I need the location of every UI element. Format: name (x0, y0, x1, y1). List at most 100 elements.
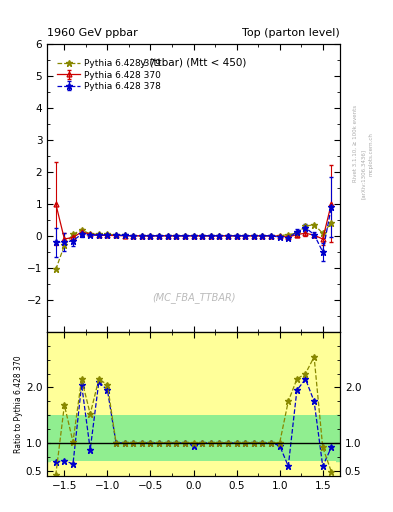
Bar (292, 388, 301, 471)
Bar (318, 388, 327, 471)
Y-axis label: Ratio to Pythia 6.428 370: Ratio to Pythia 6.428 370 (14, 355, 23, 453)
Bar (250, 415, 258, 461)
Bar (112, 415, 120, 461)
Bar (120, 388, 129, 471)
Bar (327, 415, 336, 461)
Bar (250, 388, 258, 471)
Bar (310, 388, 318, 471)
Bar (51, 388, 60, 471)
Pythia 6.428 379 (165, 233, 170, 239)
Bar (146, 415, 155, 461)
Bar (241, 388, 250, 471)
Pythia 6.428 379 (140, 233, 144, 239)
Text: mcplots.cern.ch: mcplots.cern.ch (369, 132, 374, 176)
Pythia 6.428 379 (294, 230, 299, 237)
Pythia 6.428 379 (200, 233, 204, 239)
Bar (275, 415, 284, 461)
Line: Pythia 6.428 379: Pythia 6.428 379 (53, 220, 334, 272)
Bar (258, 415, 267, 461)
Bar (103, 415, 112, 461)
Bar (95, 415, 103, 461)
Bar (47, 415, 340, 461)
Bar (103, 388, 112, 471)
Bar (198, 388, 206, 471)
Pythia 6.428 379 (191, 233, 196, 239)
Pythia 6.428 379 (148, 233, 153, 239)
Text: Top (parton level): Top (parton level) (242, 28, 340, 38)
Bar (138, 388, 146, 471)
Bar (275, 388, 284, 471)
Bar (146, 388, 155, 471)
Bar (77, 388, 86, 471)
Bar (284, 388, 292, 471)
Pythia 6.428 379 (174, 233, 179, 239)
Bar (163, 415, 172, 461)
Bar (60, 388, 69, 471)
Bar (86, 415, 95, 461)
Bar (301, 415, 310, 461)
Pythia 6.428 379 (243, 233, 248, 239)
Bar (206, 415, 215, 461)
Bar (267, 415, 275, 461)
Bar (232, 415, 241, 461)
Bar (77, 415, 86, 461)
Pythia 6.428 379 (62, 242, 67, 248)
Bar (86, 388, 95, 471)
Bar (232, 388, 241, 471)
Bar (318, 415, 327, 461)
Bar (181, 388, 189, 471)
Pythia 6.428 379 (320, 230, 325, 237)
Bar (120, 415, 129, 461)
Bar (172, 388, 181, 471)
Legend: Pythia 6.428 379, Pythia 6.428 370, Pythia 6.428 378: Pythia 6.428 379, Pythia 6.428 370, Pyth… (55, 57, 164, 94)
Bar (301, 388, 310, 471)
Pythia 6.428 379 (122, 232, 127, 239)
Bar (189, 388, 198, 471)
Text: Rivet 3.1.10, ≥ 100k events: Rivet 3.1.10, ≥ 100k events (353, 105, 358, 182)
Text: (MC_FBA_TTBAR): (MC_FBA_TTBAR) (152, 292, 235, 303)
Pythia 6.428 379 (71, 231, 75, 237)
Pythia 6.428 379 (269, 233, 274, 239)
Pythia 6.428 379 (277, 233, 282, 239)
Pythia 6.428 379 (96, 231, 101, 237)
Pythia 6.428 379 (88, 231, 93, 237)
Pythia 6.428 379 (286, 231, 291, 238)
Bar (189, 415, 198, 461)
Bar (172, 415, 181, 461)
Bar (69, 388, 77, 471)
Bar (206, 388, 215, 471)
Bar (241, 415, 250, 461)
Bar (327, 388, 336, 471)
Bar (69, 415, 77, 461)
Bar (215, 388, 224, 471)
Pythia 6.428 379 (260, 233, 265, 239)
Pythia 6.428 379 (303, 223, 308, 229)
Bar (163, 388, 172, 471)
Bar (129, 388, 138, 471)
Pythia 6.428 379 (183, 233, 187, 239)
Bar (95, 388, 103, 471)
Pythia 6.428 379 (105, 231, 110, 237)
Bar (51, 415, 60, 461)
Bar (129, 415, 138, 461)
Pythia 6.428 379 (217, 233, 222, 239)
Pythia 6.428 379 (79, 227, 84, 233)
Text: 1960 GeV ppbar: 1960 GeV ppbar (47, 28, 138, 38)
Pythia 6.428 379 (131, 233, 136, 239)
Pythia 6.428 379 (53, 266, 58, 272)
Pythia 6.428 379 (252, 233, 256, 239)
Bar (181, 415, 189, 461)
Bar (112, 388, 120, 471)
Pythia 6.428 379 (114, 232, 118, 238)
Pythia 6.428 379 (312, 222, 316, 228)
Text: y (ttbar) (Mtt < 450): y (ttbar) (Mtt < 450) (140, 58, 247, 68)
Bar (155, 415, 163, 461)
Bar (258, 388, 267, 471)
Bar (138, 415, 146, 461)
Text: [arXiv:1306.3436]: [arXiv:1306.3436] (361, 149, 366, 199)
Bar (310, 415, 318, 461)
Pythia 6.428 379 (157, 233, 162, 239)
Bar (267, 388, 275, 471)
Bar (215, 415, 224, 461)
Pythia 6.428 379 (234, 233, 239, 239)
